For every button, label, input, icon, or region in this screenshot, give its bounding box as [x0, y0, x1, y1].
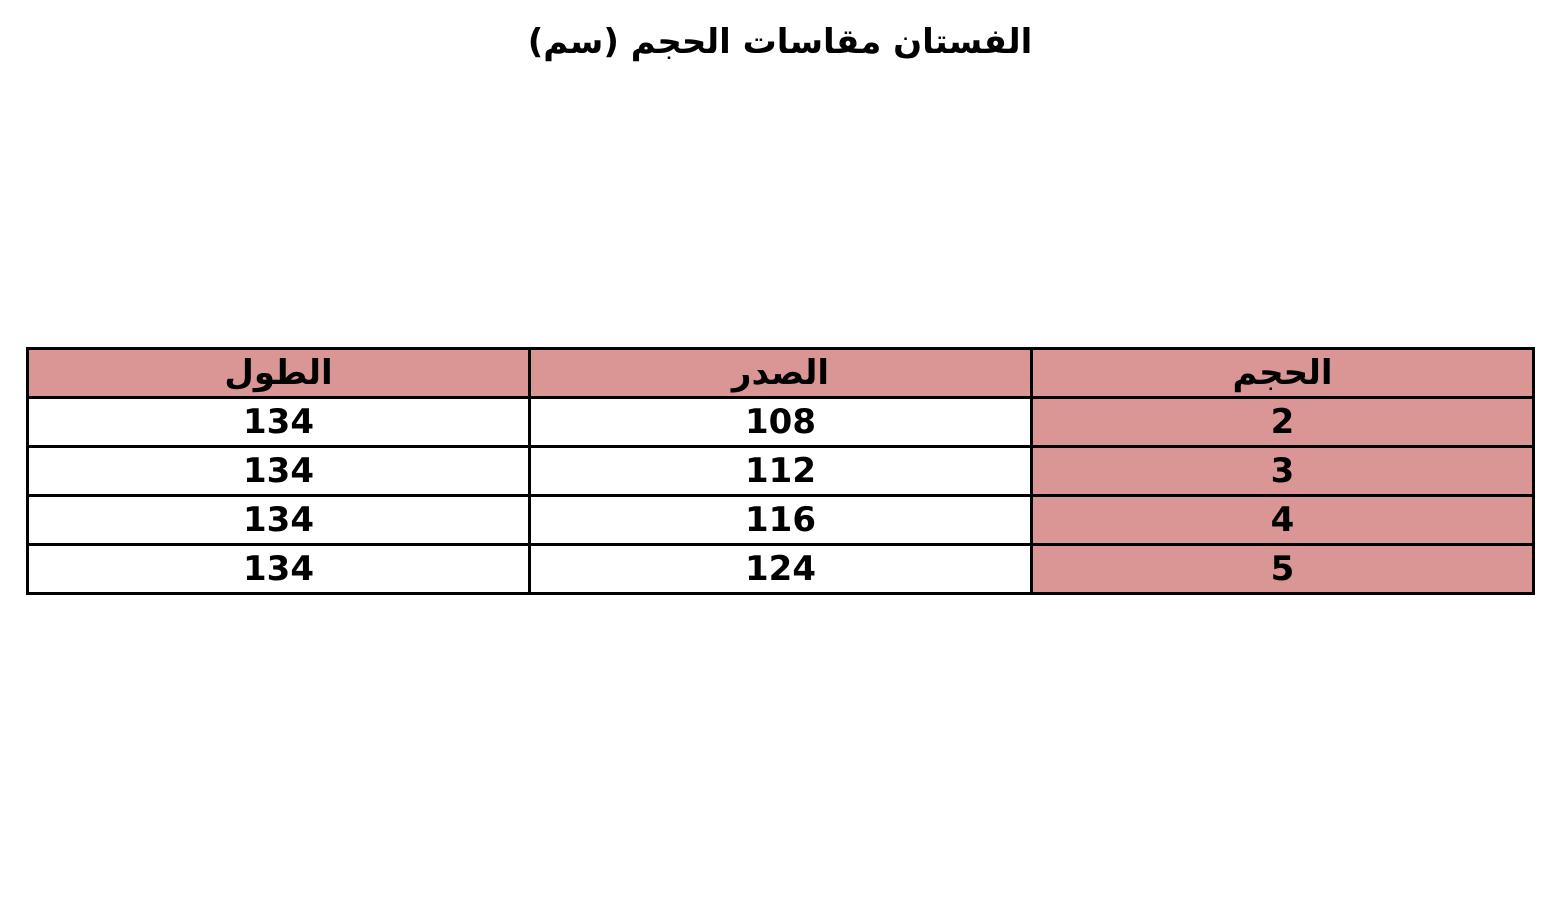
size-cell: 5: [1030, 543, 1535, 595]
table-row: 4 116 134: [26, 494, 1535, 546]
size-cell: 4: [1030, 494, 1535, 546]
length-cell: 134: [26, 494, 531, 546]
length-cell: 134: [26, 543, 531, 595]
chest-cell: 112: [528, 445, 1033, 497]
size-cell: 2: [1030, 396, 1535, 448]
header-length: الطول: [26, 347, 531, 399]
table-title: الفستان مقاسات الحجم (سم): [527, 22, 1033, 62]
header-chest: الصدر: [528, 347, 1033, 399]
chest-cell: 108: [528, 396, 1033, 448]
table-row: 5 124 134: [26, 543, 1535, 595]
size-cell: 3: [1030, 445, 1535, 497]
table-row: 2 108 134: [26, 396, 1535, 448]
chest-cell: 116: [528, 494, 1033, 546]
length-cell: 134: [26, 396, 531, 448]
length-cell: 134: [26, 445, 531, 497]
header-row: الحجم الصدر الطول: [26, 347, 1535, 399]
chest-cell: 124: [528, 543, 1033, 595]
header-size: الحجم: [1030, 347, 1535, 399]
table-row: 3 112 134: [26, 445, 1535, 497]
size-table: الحجم الصدر الطول 2 108 134 3 112 134 4 116 134 5…: [26, 347, 1535, 595]
